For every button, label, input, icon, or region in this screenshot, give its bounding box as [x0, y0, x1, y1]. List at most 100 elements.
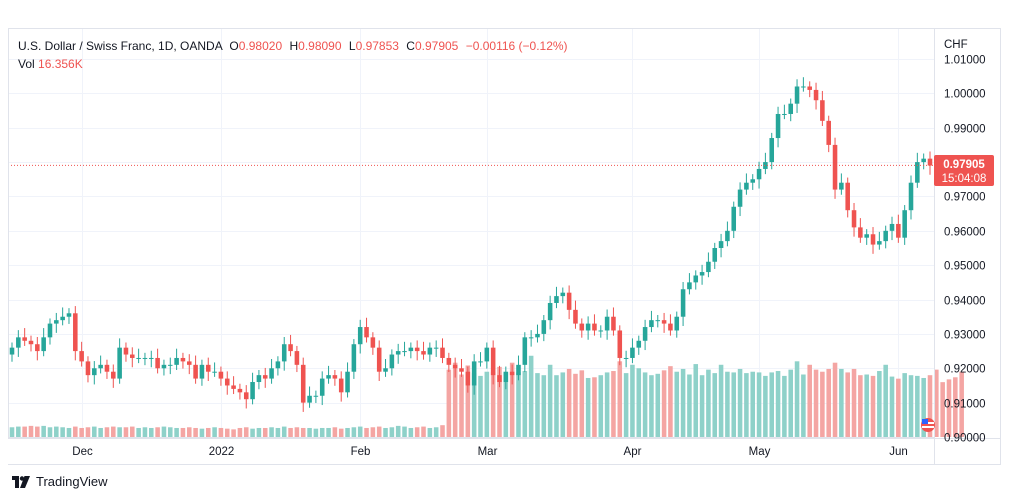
volume-bar: [66, 427, 72, 437]
price-tag: 0.97905 15:04:08: [934, 155, 994, 186]
candle-body: [231, 385, 236, 389]
candle-body: [307, 395, 312, 403]
volume-bar: [402, 426, 407, 437]
candle-body: [123, 347, 129, 355]
volume-bar: [877, 371, 882, 437]
volume-bar: [237, 427, 243, 437]
candle-body: [845, 182, 850, 211]
brand-name: TradingView: [36, 474, 108, 489]
volume-bar: [573, 373, 578, 437]
candle-body: [687, 282, 692, 290]
candle-body: [522, 337, 528, 365]
candle-body: [288, 344, 293, 352]
volume-bar: [60, 427, 65, 437]
price-tick-label: 0.90000: [944, 433, 986, 445]
volume-bar: [484, 371, 490, 437]
volume-bar: [750, 371, 756, 437]
candle-body: [47, 323, 53, 338]
candle-body: [149, 357, 154, 359]
candle-body: [186, 361, 192, 365]
volume-bar: [383, 427, 388, 437]
chart-legend: U.S. Dollar / Swiss Franc, 1D, OANDA O0.…: [18, 37, 568, 73]
candle-body: [661, 320, 667, 324]
candle-body: [383, 368, 388, 372]
volume-bar: [364, 427, 369, 437]
volume-bar: [839, 368, 844, 437]
candle-body: [111, 371, 116, 379]
volume-bar: [142, 427, 148, 437]
price-tick-label: 0.99000: [944, 124, 986, 136]
candle-body: [528, 337, 534, 339]
volume-bar: [889, 376, 895, 437]
volume-bar: [130, 426, 135, 437]
volume-bar: [959, 371, 964, 437]
price-tick-label: 0.91000: [944, 399, 986, 411]
candle-body: [9, 347, 15, 355]
candle-body: [554, 296, 559, 303]
volume-bar: [155, 427, 160, 437]
volume-bar: [389, 427, 395, 437]
candle-body: [250, 382, 255, 400]
candle-body: [750, 179, 756, 183]
volume-bar: [503, 372, 509, 437]
candle-body: [161, 364, 167, 369]
high-value: 0.98090: [298, 39, 342, 53]
symbol-title[interactable]: U.S. Dollar / Swiss Franc, 1D, OANDA: [18, 39, 223, 53]
volume-bar: [123, 427, 129, 437]
volume-bar: [706, 369, 711, 437]
volume-label: Vol: [18, 57, 35, 71]
volume-bar: [28, 425, 34, 437]
volume-bar: [446, 369, 452, 437]
candle-body: [623, 357, 629, 359]
volume-bar: [326, 427, 331, 437]
volume-bar: [224, 428, 230, 437]
volume-bar: [471, 373, 477, 437]
volume-bar: [902, 373, 907, 437]
volume-bar: [117, 427, 122, 437]
candle-body: [414, 347, 420, 352]
brand[interactable]: TradingView: [12, 474, 108, 489]
volume-bar: [307, 427, 312, 437]
candle-body: [579, 323, 585, 331]
flag-icon[interactable]: [921, 418, 935, 432]
candle-body: [224, 378, 230, 386]
time-axis[interactable]: Dec 2022 Feb Mar Apr May Jun: [72, 446, 908, 458]
volume-bar: [896, 378, 901, 437]
open-value: 0.98020: [238, 39, 283, 53]
volume-bar: [288, 427, 293, 437]
candle-body: [674, 316, 680, 331]
volume-bar: [370, 427, 376, 437]
volume-bar: [9, 427, 15, 437]
candle-body: [16, 337, 21, 348]
volume-bar: [775, 371, 781, 437]
candle-body: [478, 361, 483, 363]
ohlc-row: U.S. Dollar / Swiss Franc, 1D, OANDA O0.…: [18, 37, 568, 55]
candle-body: [73, 313, 78, 352]
candle-body: [642, 327, 648, 341]
volume-bar: [421, 426, 426, 437]
volume-bar: [731, 372, 737, 437]
candle-body: [389, 354, 395, 369]
candle-body: [718, 241, 724, 248]
candle-body: [617, 330, 623, 358]
candles: [9, 77, 933, 412]
candle-body: [85, 361, 91, 376]
candle-body: [237, 388, 243, 393]
candle-body: [459, 368, 464, 372]
volume-bar: [813, 369, 819, 437]
volume-bar: [516, 372, 521, 437]
candle-body: [300, 364, 306, 403]
price-tick-label: 0.95000: [944, 261, 986, 273]
candle-body: [142, 357, 148, 359]
volume-bars: [9, 355, 964, 437]
volume-bar: [79, 427, 84, 437]
candle-body: [769, 138, 775, 163]
volume-bar: [845, 372, 850, 437]
volume-bar: [408, 427, 414, 437]
volume-bar: [763, 375, 768, 437]
price-tick-label: 0.97000: [944, 192, 986, 204]
candle-body: [889, 223, 895, 231]
candle-body: [566, 292, 572, 310]
candle-body: [813, 89, 819, 101]
